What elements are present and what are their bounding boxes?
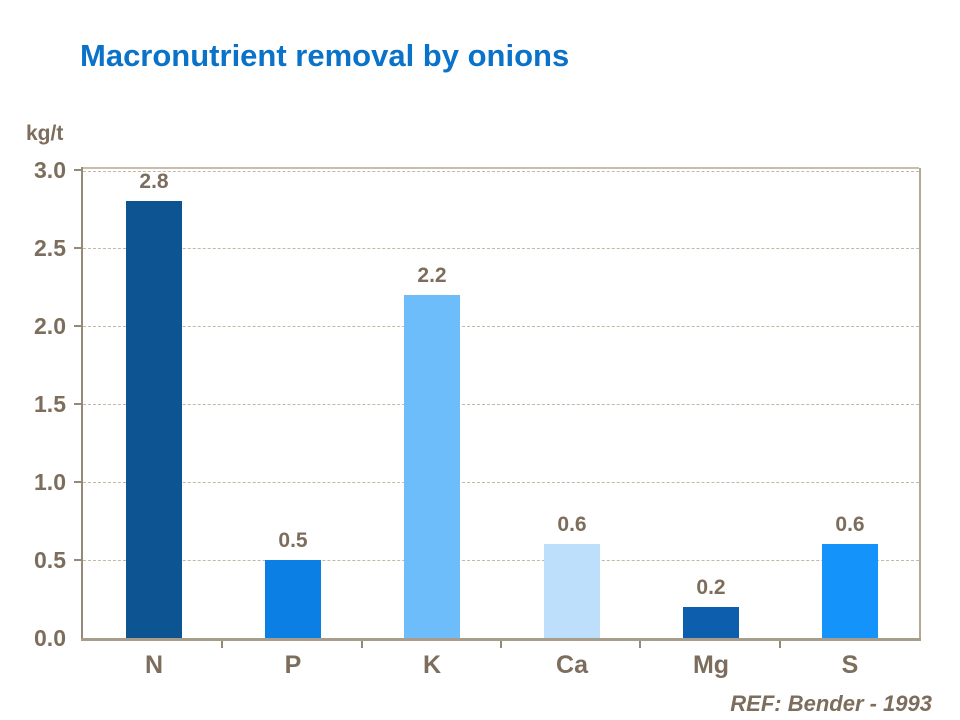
y-axis-tick	[74, 403, 82, 405]
gridline-3.0	[83, 171, 919, 172]
bar-value-label-P: 0.5	[278, 529, 308, 552]
bar-value-label-N: 2.8	[139, 170, 169, 193]
y-axis-line	[81, 167, 83, 641]
x-axis-tick	[221, 641, 223, 648]
x-category-label-Mg: Mg	[692, 651, 730, 679]
gridline-0.5	[83, 560, 919, 561]
x-category-label-S: S	[841, 651, 859, 679]
x-axis-tick	[500, 641, 502, 648]
y-axis-tick	[74, 481, 82, 483]
x-axis-line	[81, 638, 921, 641]
bar-P	[265, 560, 321, 638]
y-axis-tick	[74, 247, 82, 249]
x-axis-tick	[639, 641, 641, 648]
gridline-2.5	[83, 248, 919, 249]
bar-N	[126, 201, 182, 638]
y-tick-label-1.5: 1.5	[34, 391, 66, 417]
y-tick-label-0.0: 0.0	[34, 625, 66, 651]
y-tick-label-1.0: 1.0	[34, 469, 66, 495]
gridline-2.0	[83, 326, 919, 327]
bar-value-label-S: 0.6	[835, 513, 865, 536]
gridline-1.0	[83, 482, 919, 483]
gridline-1.5	[83, 404, 919, 405]
y-tick-label-2.0: 2.0	[34, 313, 66, 339]
y-tick-label-2.5: 2.5	[34, 235, 66, 261]
bar-Ca	[544, 544, 600, 638]
y-axis-right-border	[919, 168, 921, 638]
x-category-label-N: N	[144, 651, 164, 679]
y-axis-tick	[74, 559, 82, 561]
x-axis-tick	[361, 641, 363, 648]
y-axis-unit-label: kg/t	[26, 122, 64, 145]
chart-title: Macronutrient removal by onions	[80, 38, 570, 73]
y-axis-tick	[74, 169, 82, 171]
bar-value-label-Mg: 0.2	[696, 576, 726, 599]
x-category-label-Ca: Ca	[556, 651, 588, 679]
y-tick-label-0.5: 0.5	[34, 547, 66, 573]
bar-value-label-K: 2.2	[417, 264, 447, 287]
x-axis-tick	[779, 641, 781, 648]
bar-S	[822, 544, 878, 638]
plot-frame-top	[83, 167, 919, 169]
reference-note: REF: Bender - 1993	[730, 691, 932, 716]
bar-Mg	[683, 607, 739, 638]
bar-K	[404, 295, 460, 638]
y-axis-tick	[74, 325, 82, 327]
x-category-label-K: K	[422, 651, 442, 679]
y-tick-label-3.0: 3.0	[34, 157, 66, 183]
bar-value-label-Ca: 0.6	[557, 513, 587, 536]
x-category-label-P: P	[284, 651, 302, 679]
